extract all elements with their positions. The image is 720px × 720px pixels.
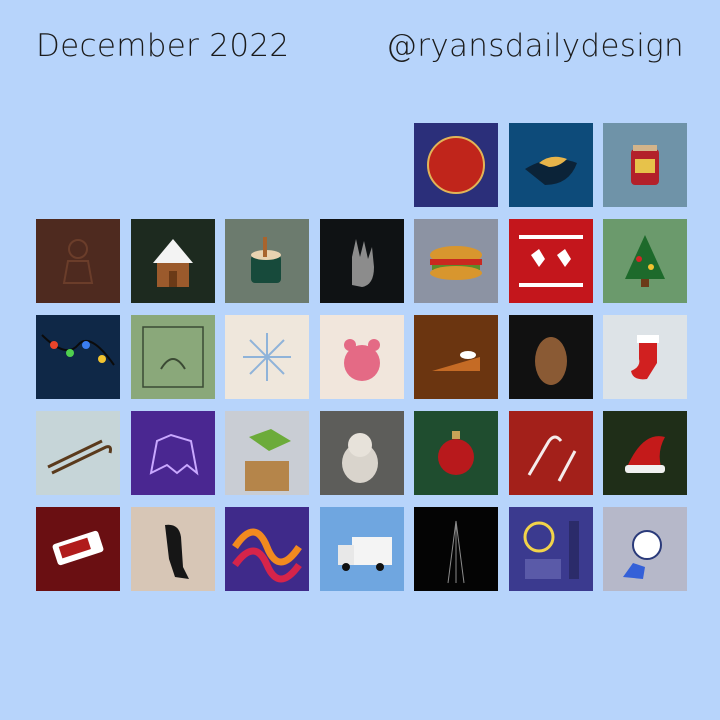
page-title: December 2022	[36, 28, 290, 64]
day-tile[interactable]	[319, 219, 404, 303]
panda-icon	[343, 339, 380, 381]
day-tile[interactable]	[36, 315, 120, 399]
day-tile[interactable]	[319, 411, 404, 495]
string-lights-icon	[41, 334, 115, 366]
day-tile[interactable]	[225, 411, 309, 495]
day-tile[interactable]	[130, 219, 215, 303]
day-tile[interactable]	[603, 123, 687, 207]
candy-bar-icon	[52, 530, 104, 566]
day-tile[interactable]	[225, 219, 309, 303]
day-tile[interactable]	[36, 411, 120, 495]
day-tile[interactable]	[508, 219, 593, 303]
snowflake-icon	[243, 333, 291, 381]
sandwich-icon	[430, 246, 482, 280]
pizza-icon	[427, 136, 485, 194]
day-tile[interactable]	[130, 507, 215, 591]
author-handle: @ryansdailydesign	[386, 28, 684, 64]
ghost-pokemon-icon	[149, 433, 198, 476]
dog-icon	[164, 524, 189, 579]
calendar-2023-icon	[523, 521, 579, 579]
ornament-icon	[438, 431, 474, 475]
day-tile[interactable]	[414, 123, 498, 207]
day-tile[interactable]	[603, 315, 687, 399]
day-tile[interactable]	[414, 219, 498, 303]
cat-icon	[341, 433, 378, 483]
pie-slice-icon	[432, 351, 480, 371]
candy-cane-icon	[527, 435, 576, 482]
day-tile[interactable]	[414, 411, 498, 495]
day-tile[interactable]	[130, 315, 215, 399]
new-year-hand-icon	[623, 530, 662, 579]
day-tile[interactable]	[225, 507, 309, 591]
calendar-grid	[36, 123, 687, 591]
gift-box-icon	[245, 429, 291, 491]
empty-calendar-slot	[225, 123, 309, 207]
sled-icon	[47, 439, 112, 475]
empty-calendar-slot	[36, 123, 120, 207]
pinecone-icon	[534, 337, 567, 385]
day-tile[interactable]	[36, 219, 120, 303]
empty-calendar-slot	[320, 123, 404, 207]
day-tile[interactable]	[603, 411, 687, 495]
day-tile[interactable]	[508, 123, 593, 207]
moving-truck-icon	[337, 537, 392, 571]
ribbons-icon	[232, 528, 302, 583]
christmas-tree-icon	[625, 235, 665, 287]
day-tile[interactable]	[603, 507, 687, 591]
day-tile[interactable]	[414, 507, 498, 591]
reindeer-sweater-icon	[518, 235, 583, 287]
gingerbread-house-icon	[152, 239, 193, 287]
gingerbread-man-icon	[62, 239, 94, 284]
santa-hat-icon	[625, 436, 665, 473]
stocking-icon	[631, 335, 659, 380]
hand-icon	[351, 239, 374, 287]
day-tile[interactable]	[508, 411, 593, 495]
day-tile[interactable]	[508, 507, 593, 591]
bowl-icon	[524, 156, 577, 185]
day-tile[interactable]	[319, 507, 404, 591]
day-tile[interactable]	[225, 315, 309, 399]
day-tile[interactable]	[508, 315, 593, 399]
reindeer-sketch-icon	[141, 326, 204, 388]
empty-calendar-slot	[131, 123, 215, 207]
day-tile[interactable]	[319, 315, 404, 399]
hot-cocoa-icon	[251, 237, 281, 283]
day-tile[interactable]	[36, 507, 120, 591]
day-tile[interactable]	[603, 219, 687, 303]
water-tower-icon	[447, 520, 465, 584]
day-tile[interactable]	[414, 315, 498, 399]
jar-icon	[631, 145, 659, 185]
day-tile[interactable]	[130, 411, 215, 495]
